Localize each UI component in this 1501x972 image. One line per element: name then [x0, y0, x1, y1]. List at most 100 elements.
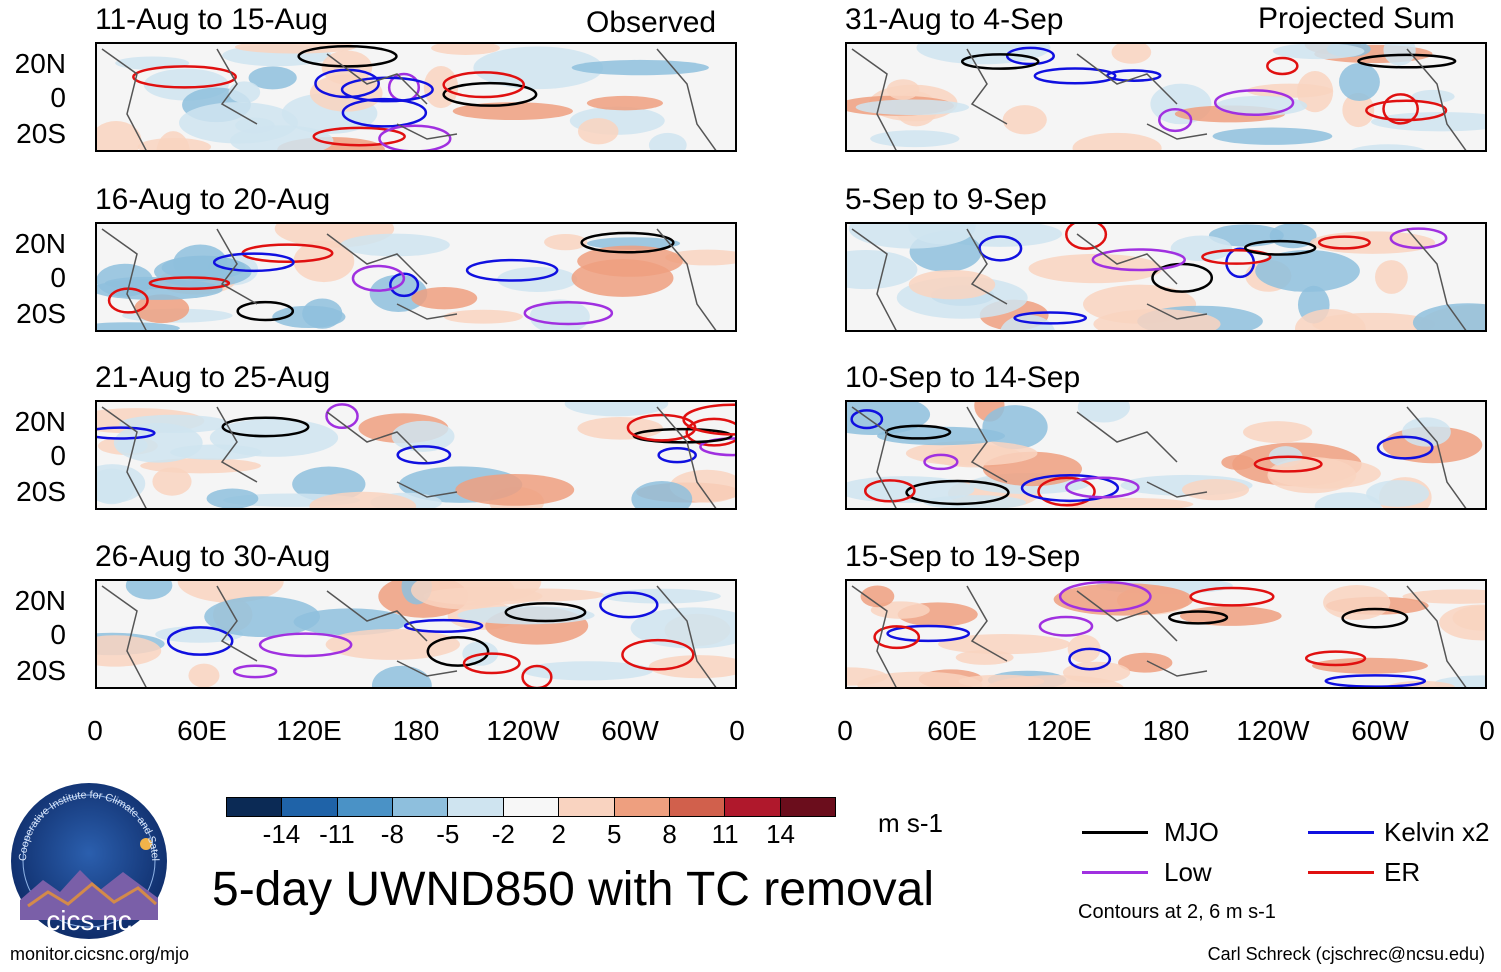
colorbar-swatch: [614, 798, 670, 816]
lon-label: 60E: [177, 715, 227, 746]
left-panel-title-2: 16-Aug to 20-Aug: [95, 183, 331, 216]
contour-line: [621, 638, 695, 671]
lon-label: 120E: [1026, 715, 1092, 746]
wind-anomaly-shade: [577, 118, 619, 145]
contour-line: [850, 409, 884, 430]
contour-line: [166, 626, 234, 656]
lon-label: 0: [729, 715, 745, 746]
contour-line: [1324, 674, 1427, 687]
lon-label: 120W: [1236, 715, 1310, 746]
colorbar-swatch: [503, 798, 560, 816]
wind-anomaly-shade: [1181, 479, 1250, 501]
lat-label: 20N: [14, 585, 66, 616]
contour-line: [886, 624, 971, 643]
figure-title: 5-day UWND850 with TC removal: [212, 863, 934, 916]
contour-line: [351, 264, 406, 292]
wind-anomaly-shade: [1093, 309, 1221, 330]
colorbar-swatch: [559, 798, 615, 816]
coastline: [101, 228, 717, 330]
coastline: [101, 406, 717, 508]
contour-line: [685, 417, 735, 447]
contour-line: [341, 97, 428, 128]
lat-label: 0: [50, 82, 66, 113]
contour-line: [699, 437, 735, 457]
left-panel-2-map: [95, 222, 737, 332]
contour-line: [1357, 53, 1457, 69]
wind-anomaly-shade: [411, 286, 478, 310]
wind-anomaly-shade: [443, 309, 523, 324]
legend-kelvin-line: [1308, 831, 1374, 834]
colorbar-tick-label: -5: [436, 819, 460, 849]
cics-logo: Cooperative Institute for Climate and Sa…: [8, 780, 167, 939]
contour-line: [1201, 249, 1272, 265]
contour-line: [221, 416, 310, 438]
colorbar-tick-label: -14: [262, 819, 301, 849]
legend-mjo-line: [1082, 831, 1148, 834]
lon-label: 180: [392, 715, 440, 746]
observed-label: Observed: [586, 6, 717, 39]
contour-line: [132, 65, 237, 89]
contour-line: [389, 272, 420, 298]
wind-anomaly-shade: [369, 274, 428, 313]
contour-line: [1266, 56, 1299, 76]
contour-line: [396, 445, 452, 465]
contour-line: [960, 53, 1040, 70]
contour-line: [1038, 615, 1094, 637]
wind-anomaly-shade: [1338, 62, 1380, 102]
wind-anomaly-shade: [97, 121, 142, 150]
wind-anomaly-shade: [293, 608, 408, 636]
contour-line: [1005, 46, 1055, 66]
wind-anomaly-shade: [1268, 458, 1381, 489]
contour-line: [1091, 248, 1186, 272]
lon-label: 60W: [1351, 715, 1409, 746]
wind-anomaly-shade: [457, 606, 595, 625]
wind-anomaly-shade: [309, 74, 383, 112]
right-panel-title-1: 31-Aug to 4-Sep: [845, 3, 1064, 36]
contour-line: [1168, 610, 1229, 625]
logo-text: cics.nc: [46, 905, 132, 936]
contour-line: [1382, 93, 1419, 125]
wind-anomaly-shade: [630, 607, 735, 649]
wind-anomaly-shade: [325, 628, 460, 660]
wind-anomaly-shade: [1246, 83, 1333, 98]
contour-line: [442, 71, 525, 99]
wind-anomaly-shade: [1314, 492, 1382, 508]
colorbar-swatch: [337, 798, 394, 816]
colorbar-swatch: [282, 798, 338, 816]
wind-anomaly-shade: [571, 59, 709, 76]
contour-line: [873, 625, 921, 650]
wind-anomaly-shade: [272, 305, 346, 329]
footer-url[interactable]: monitor.cicsnc.org/mjo: [10, 944, 190, 964]
contour-line: [504, 602, 587, 623]
wind-anomaly-shade: [1221, 454, 1255, 470]
contour-line: [523, 300, 614, 326]
contour-note: Contours at 2, 6 m s-1: [1078, 901, 1276, 923]
colorbar-tick-label: 8: [662, 819, 677, 849]
wind-anomaly-shade: [455, 473, 575, 506]
wind-anomaly-shade: [1311, 657, 1428, 674]
wind-anomaly-shade: [1028, 253, 1163, 284]
wind-anomaly-shade: [1439, 604, 1485, 641]
wind-anomaly-shade: [564, 402, 669, 417]
right-panel-title-2: 5-Sep to 9-Sep: [845, 183, 1047, 216]
wind-anomaly-shade: [411, 581, 515, 610]
wind-anomaly-shade: [293, 240, 355, 283]
contour-line: [1065, 476, 1140, 499]
wind-anomaly-shade: [1170, 235, 1233, 262]
lat-label: 0: [50, 262, 66, 293]
wind-anomaly-shade: [97, 468, 135, 505]
wind-anomaly-shade: [955, 650, 1014, 665]
contour-line: [442, 81, 538, 107]
wind-anomaly-shade: [857, 671, 983, 687]
colorbar-swatch: [725, 798, 781, 816]
coastline: [101, 48, 717, 150]
lon-label: 0: [837, 715, 853, 746]
left-panel-3-map: [95, 400, 737, 510]
right-panel-title-3: 10-Sep to 14-Sep: [845, 361, 1081, 394]
contour-line: [1304, 650, 1367, 667]
contour-line: [1341, 607, 1409, 629]
contour-line: [1068, 647, 1112, 671]
colorbar-swatch: [780, 798, 835, 816]
wind-anomaly-shade: [188, 663, 220, 687]
wind-anomaly-shade: [248, 66, 297, 90]
